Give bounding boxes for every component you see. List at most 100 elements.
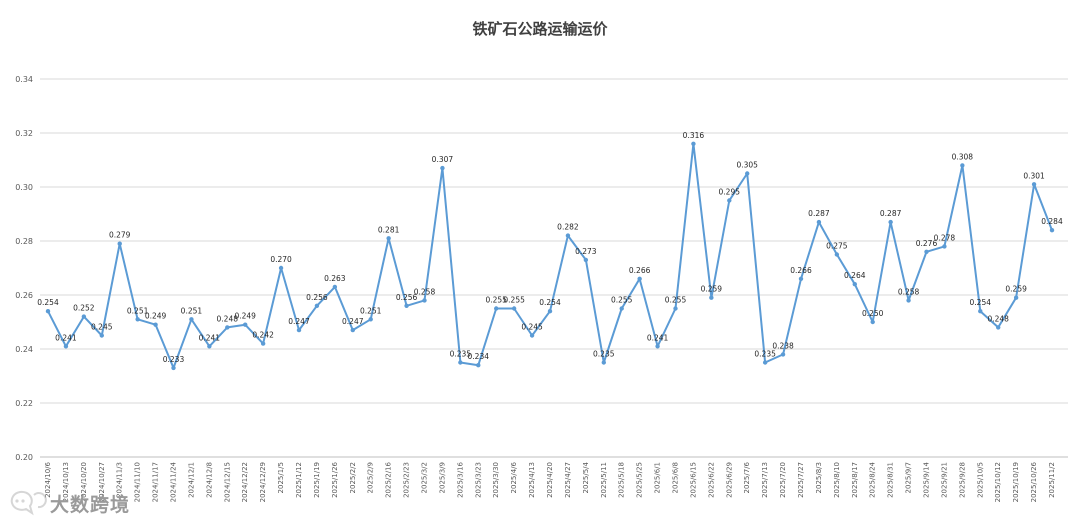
x-tick-label: 2025/5/11 <box>600 462 608 498</box>
y-tick-label: 0.26 <box>15 291 33 300</box>
data-point <box>619 306 624 311</box>
x-tick-label: 2025/3/2 <box>421 462 429 493</box>
x-tick-label: 2025/6/1 <box>654 462 662 493</box>
data-label: 0.278 <box>934 233 956 242</box>
data-label: 0.247 <box>342 317 364 326</box>
x-tick-label: 2024/11/10 <box>134 462 142 502</box>
data-label: 0.255 <box>503 296 525 305</box>
x-tick-label: 2025/4/6 <box>510 461 518 493</box>
y-tick-label: 0.28 <box>15 237 33 246</box>
data-label: 0.247 <box>288 317 310 326</box>
data-point <box>1031 182 1037 187</box>
data-point <box>745 171 750 176</box>
data-point <box>529 333 535 338</box>
x-tick-label: 2025/10/5 <box>976 462 984 498</box>
x-tick-label: 2024/10/13 <box>62 462 70 502</box>
data-label: 0.305 <box>736 161 758 170</box>
x-tick-label: 2025/8/10 <box>833 462 841 498</box>
data-label: 0.308 <box>952 152 974 161</box>
data-label: 0.238 <box>772 341 794 350</box>
gridlines <box>40 78 1068 458</box>
x-tick-label: 2024/12/8 <box>205 462 213 498</box>
data-point <box>1013 295 1019 300</box>
watermark-text: 大数跨境 <box>50 494 131 516</box>
data-label: 0.254 <box>37 298 59 307</box>
x-tick-label: 2025/9/14 <box>923 461 931 497</box>
x-tick-label: 2025/7/13 <box>761 462 769 498</box>
data-point <box>601 360 606 365</box>
data-point <box>368 317 373 322</box>
data-point <box>780 352 786 357</box>
data-point <box>404 303 409 308</box>
data-point <box>798 276 804 281</box>
data-point <box>386 236 391 241</box>
data-point <box>189 317 194 322</box>
data-label: 0.316 <box>683 131 705 140</box>
data-point <box>852 282 857 287</box>
x-tick-label: 2024/10/27 <box>98 462 106 502</box>
x-tick-label: 2025/2/2 <box>349 462 357 493</box>
x-tick-label: 2025/1/12 <box>295 462 303 498</box>
x-tick-label: 2025/2/16 <box>385 461 393 497</box>
data-point <box>906 298 911 303</box>
data-points <box>45 141 1055 371</box>
data-label: 0.256 <box>396 293 418 302</box>
watermark-logo-icon <box>10 490 47 516</box>
data-label: 0.245 <box>91 323 113 332</box>
data-point <box>476 363 481 368</box>
data-point <box>207 344 212 349</box>
y-axis-ticks: 0.20 0.22 0.24 0.26 0.28 0.30 0.32 0.34 <box>15 75 33 462</box>
data-point <box>655 344 660 349</box>
x-tick-label: 2025/5/18 <box>618 462 626 498</box>
x-tick-label: 2025/3/30 <box>492 462 500 498</box>
x-tick-label: 2025/3/9 <box>438 462 446 493</box>
data-label: 0.264 <box>844 271 866 280</box>
x-tick-label: 2025/2/23 <box>403 462 411 498</box>
data-label: 0.248 <box>217 314 239 323</box>
data-label: 0.242 <box>252 331 274 340</box>
x-tick-label: 2025/8/3 <box>815 462 823 493</box>
y-tick-label: 0.24 <box>15 345 33 354</box>
data-label: 0.266 <box>629 266 651 275</box>
data-label: 0.295 <box>719 188 741 197</box>
x-tick-label: 2025/2/9 <box>367 462 375 493</box>
data-point <box>960 163 965 168</box>
data-label: 0.263 <box>324 274 346 283</box>
x-tick-label: 2024/12/15 <box>223 462 231 502</box>
x-tick-label: 2025/6/29 <box>725 462 733 498</box>
x-tick-label: 2025/8/31 <box>887 462 895 498</box>
x-tick-label: 2024/11/24 <box>170 461 178 502</box>
x-tick-label: 2024/11/3 <box>116 462 124 498</box>
data-label: 0.259 <box>701 285 723 294</box>
data-point <box>440 165 445 171</box>
data-point <box>996 325 1001 330</box>
data-label: 0.248 <box>987 314 1009 323</box>
x-tick-label: 2024/12/1 <box>187 462 195 498</box>
data-point <box>458 360 463 365</box>
x-tick-label: 2025/9/28 <box>958 462 966 498</box>
data-point <box>942 244 947 249</box>
data-label: 0.234 <box>468 352 490 361</box>
data-label: 0.254 <box>970 298 992 307</box>
x-tick-label: 2025/11/2 <box>1048 462 1056 498</box>
x-tick-label: 2025/3/23 <box>474 462 482 498</box>
data-label: 0.241 <box>199 333 221 342</box>
data-label: 0.270 <box>270 255 292 264</box>
data-labels: 0.2540.2410.2520.2450.2790.2510.2490.233… <box>37 131 1063 364</box>
data-point <box>762 360 768 365</box>
data-label: 0.241 <box>55 333 77 342</box>
data-label: 0.254 <box>539 298 561 307</box>
x-tick-label: 2024/12/22 <box>241 462 249 502</box>
data-point <box>691 141 696 146</box>
x-tick-label: 2025/6/22 <box>707 462 715 498</box>
data-label: 0.249 <box>234 312 256 321</box>
x-tick-label: 2025/9/21 <box>940 462 948 498</box>
data-label: 0.258 <box>414 287 436 296</box>
x-tick-label: 2025/5/25 <box>636 462 644 498</box>
x-tick-label: 2025/8/17 <box>851 462 859 498</box>
data-point <box>511 306 517 311</box>
x-tick-label: 2025/10/19 <box>1012 462 1020 502</box>
y-tick-label: 0.32 <box>15 129 33 138</box>
x-tick-label: 2024/12/29 <box>259 462 267 502</box>
